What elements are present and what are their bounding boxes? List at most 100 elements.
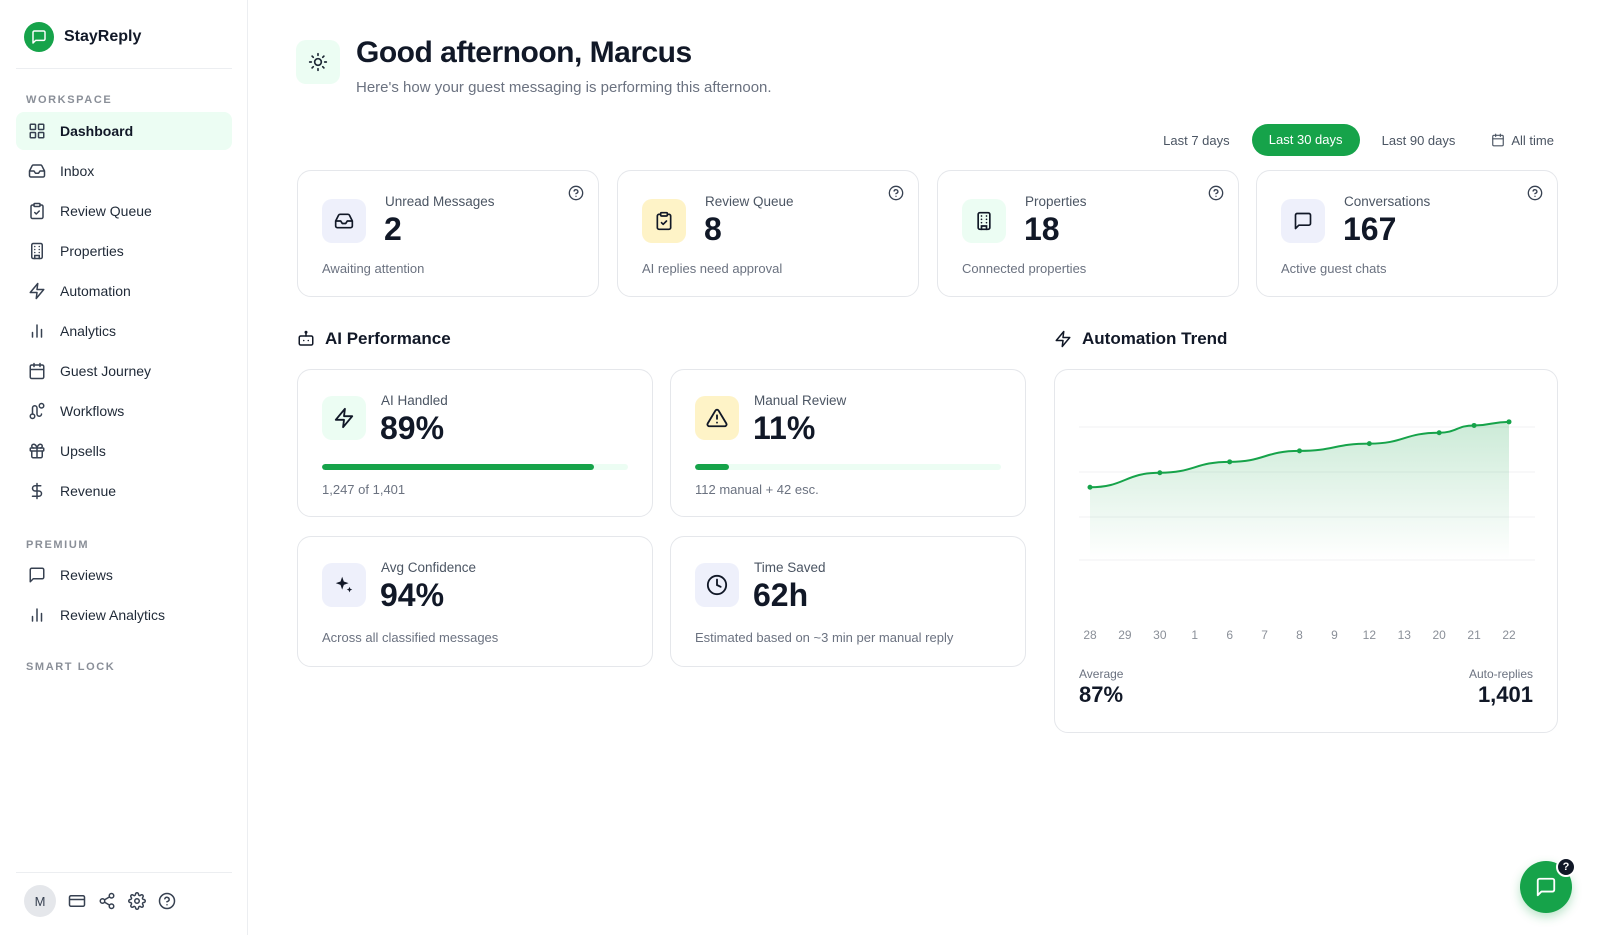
average-value: 87% — [1079, 682, 1124, 707]
sidebar-footer: M — [24, 885, 176, 917]
x-tick-label: 20 — [1432, 628, 1446, 642]
data-point — [1157, 470, 1163, 476]
help-icon[interactable] — [158, 892, 176, 910]
sidebar-item-review-analytics[interactable]: Review Analytics — [16, 596, 232, 634]
page-subtitle: Here's how your guest messaging is perfo… — [356, 79, 772, 96]
perf-subtext: Across all classified messages — [322, 630, 499, 645]
divider — [16, 68, 232, 69]
stat-value: 18 — [1024, 211, 1060, 247]
x-tick-label: 30 — [1153, 628, 1167, 642]
x-tick-label: 12 — [1362, 628, 1377, 642]
bolt-icon — [1054, 330, 1072, 348]
trend-chart-svg — [1079, 419, 1535, 561]
stat-card-properties[interactable]: Properties 18 Connected properties — [937, 170, 1239, 297]
bolt-icon — [28, 282, 46, 300]
auto-replies-label: Auto-replies — [1468, 667, 1533, 681]
clock-icon — [695, 563, 739, 607]
help-icon[interactable] — [1527, 185, 1543, 201]
sidebar-item-reviews[interactable]: Reviews — [16, 556, 232, 594]
sidebar-item-workflows[interactable]: Workflows — [16, 392, 232, 430]
message-square-icon — [28, 566, 46, 584]
sparkles-icon — [322, 563, 366, 607]
message-square-icon — [1281, 199, 1325, 243]
range-all-time[interactable]: All time — [1477, 124, 1568, 156]
dollar-icon — [28, 482, 46, 500]
progress-fill — [322, 464, 595, 470]
x-tick-label: 1 — [1191, 628, 1199, 642]
range-last-90-days[interactable]: Last 90 days — [1368, 124, 1470, 156]
sidebar-item-label: Workflows — [60, 403, 125, 419]
share-icon[interactable] — [98, 892, 116, 910]
automation-trend-chart: 28 29 30 1 6 7 8 9 12 13 20 21 22 Average 87% Auto-r… — [1054, 369, 1558, 733]
section-ai-performance: AI Performance — [297, 329, 451, 349]
section-automation-trend: Automation Trend — [1054, 329, 1227, 349]
stat-value: 167 — [1343, 211, 1397, 247]
calendar-icon — [28, 362, 46, 380]
section-title-workspace: WORKSPACE — [26, 94, 113, 106]
sidebar-item-label: Review Queue — [60, 203, 152, 219]
data-point — [1506, 419, 1512, 425]
sidebar-item-guest-journey[interactable]: Guest Journey — [16, 352, 232, 390]
x-tick-label: 22 — [1502, 628, 1516, 642]
sidebar-item-label: Automation — [60, 283, 131, 299]
sidebar-item-label: Inbox — [60, 163, 95, 179]
perf-subtext: 112 manual + 42 esc. — [695, 482, 819, 497]
chat-support-button[interactable]: ? — [1520, 857, 1576, 913]
stat-subtext: Active guest chats — [1281, 261, 1387, 276]
gift-icon — [28, 442, 46, 460]
brand-name: StayReply — [64, 28, 142, 45]
section-title-smart-lock: SMART LOCK — [26, 661, 116, 673]
stat-value: 8 — [704, 211, 722, 247]
perf-card-avg-confidence[interactable]: Avg Confidence 94% Across all classified… — [297, 536, 653, 667]
robot-icon — [297, 330, 315, 348]
perf-value: 62h — [753, 577, 809, 613]
sidebar-item-revenue[interactable]: Revenue — [16, 472, 232, 510]
data-point — [1087, 484, 1093, 490]
sidebar-item-upsells[interactable]: Upsells — [16, 432, 232, 470]
bolt-icon — [322, 396, 366, 440]
data-point — [1471, 422, 1477, 428]
perf-card-manual-review[interactable]: Manual Review 11% 112 manual + 42 esc. — [670, 369, 1026, 517]
brand[interactable]: StayReply — [24, 22, 141, 52]
date-range-selector: Last 7 days Last 30 days Last 90 days Al… — [1149, 124, 1568, 156]
section-title-premium: PREMIUM — [26, 539, 90, 551]
stat-subtext: AI replies need approval — [642, 261, 783, 276]
gear-icon[interactable] — [128, 892, 146, 910]
chat-logo-icon — [24, 22, 54, 52]
sidebar-item-review-queue[interactable]: Review Queue — [16, 192, 232, 230]
stat-card-review-queue[interactable]: Review Queue 8 AI replies need approval — [617, 170, 919, 297]
bar-chart-icon — [28, 606, 46, 624]
range-last-7-days[interactable]: Last 7 days — [1149, 124, 1244, 156]
data-point — [1297, 448, 1302, 454]
sidebar-item-analytics[interactable]: Analytics — [16, 312, 232, 350]
sidebar-item-properties[interactable]: Properties — [16, 232, 232, 270]
sidebar-item-automation[interactable]: Automation — [16, 272, 232, 310]
x-tick-label: 28 — [1083, 628, 1097, 642]
chat-icon — [1535, 876, 1557, 898]
help-icon[interactable] — [888, 185, 904, 201]
perf-subtext: Estimated based on ~3 min per manual rep… — [695, 630, 954, 645]
avatar[interactable]: M — [24, 885, 56, 917]
help-icon[interactable] — [1208, 185, 1224, 201]
perf-card-ai-handled[interactable]: AI Handled 89% 1,247 of 1,401 — [297, 369, 653, 517]
perf-value: 11% — [753, 410, 816, 446]
stat-card-conversations[interactable]: Conversations 167 Active guest chats — [1256, 170, 1558, 297]
sidebar-item-dashboard[interactable]: Dashboard — [16, 112, 232, 150]
sidebar: StayReply WORKSPACE Dashboard Inbox Revi… — [0, 0, 248, 935]
sidebar-item-label: Reviews — [60, 567, 113, 583]
credit-card-icon[interactable] — [68, 892, 86, 910]
stat-card-unread-messages[interactable]: Unread Messages 2 Awaiting attention — [297, 170, 599, 297]
perf-card-time-saved[interactable]: Time Saved 62h Estimated based on ~3 min… — [670, 536, 1026, 667]
sun-icon — [296, 40, 340, 84]
divider — [16, 872, 232, 873]
data-point — [1366, 441, 1372, 447]
help-icon[interactable] — [568, 185, 584, 201]
sidebar-item-label: Dashboard — [60, 123, 134, 139]
sidebar-item-label: Guest Journey — [60, 363, 152, 379]
trend-area — [1090, 421, 1509, 560]
building-icon — [28, 242, 46, 260]
sidebar-item-inbox[interactable]: Inbox — [16, 152, 232, 190]
stat-label: Unread Messages — [385, 194, 495, 209]
range-last-30-days[interactable]: Last 30 days — [1251, 124, 1360, 156]
progress-bar — [695, 464, 1001, 470]
